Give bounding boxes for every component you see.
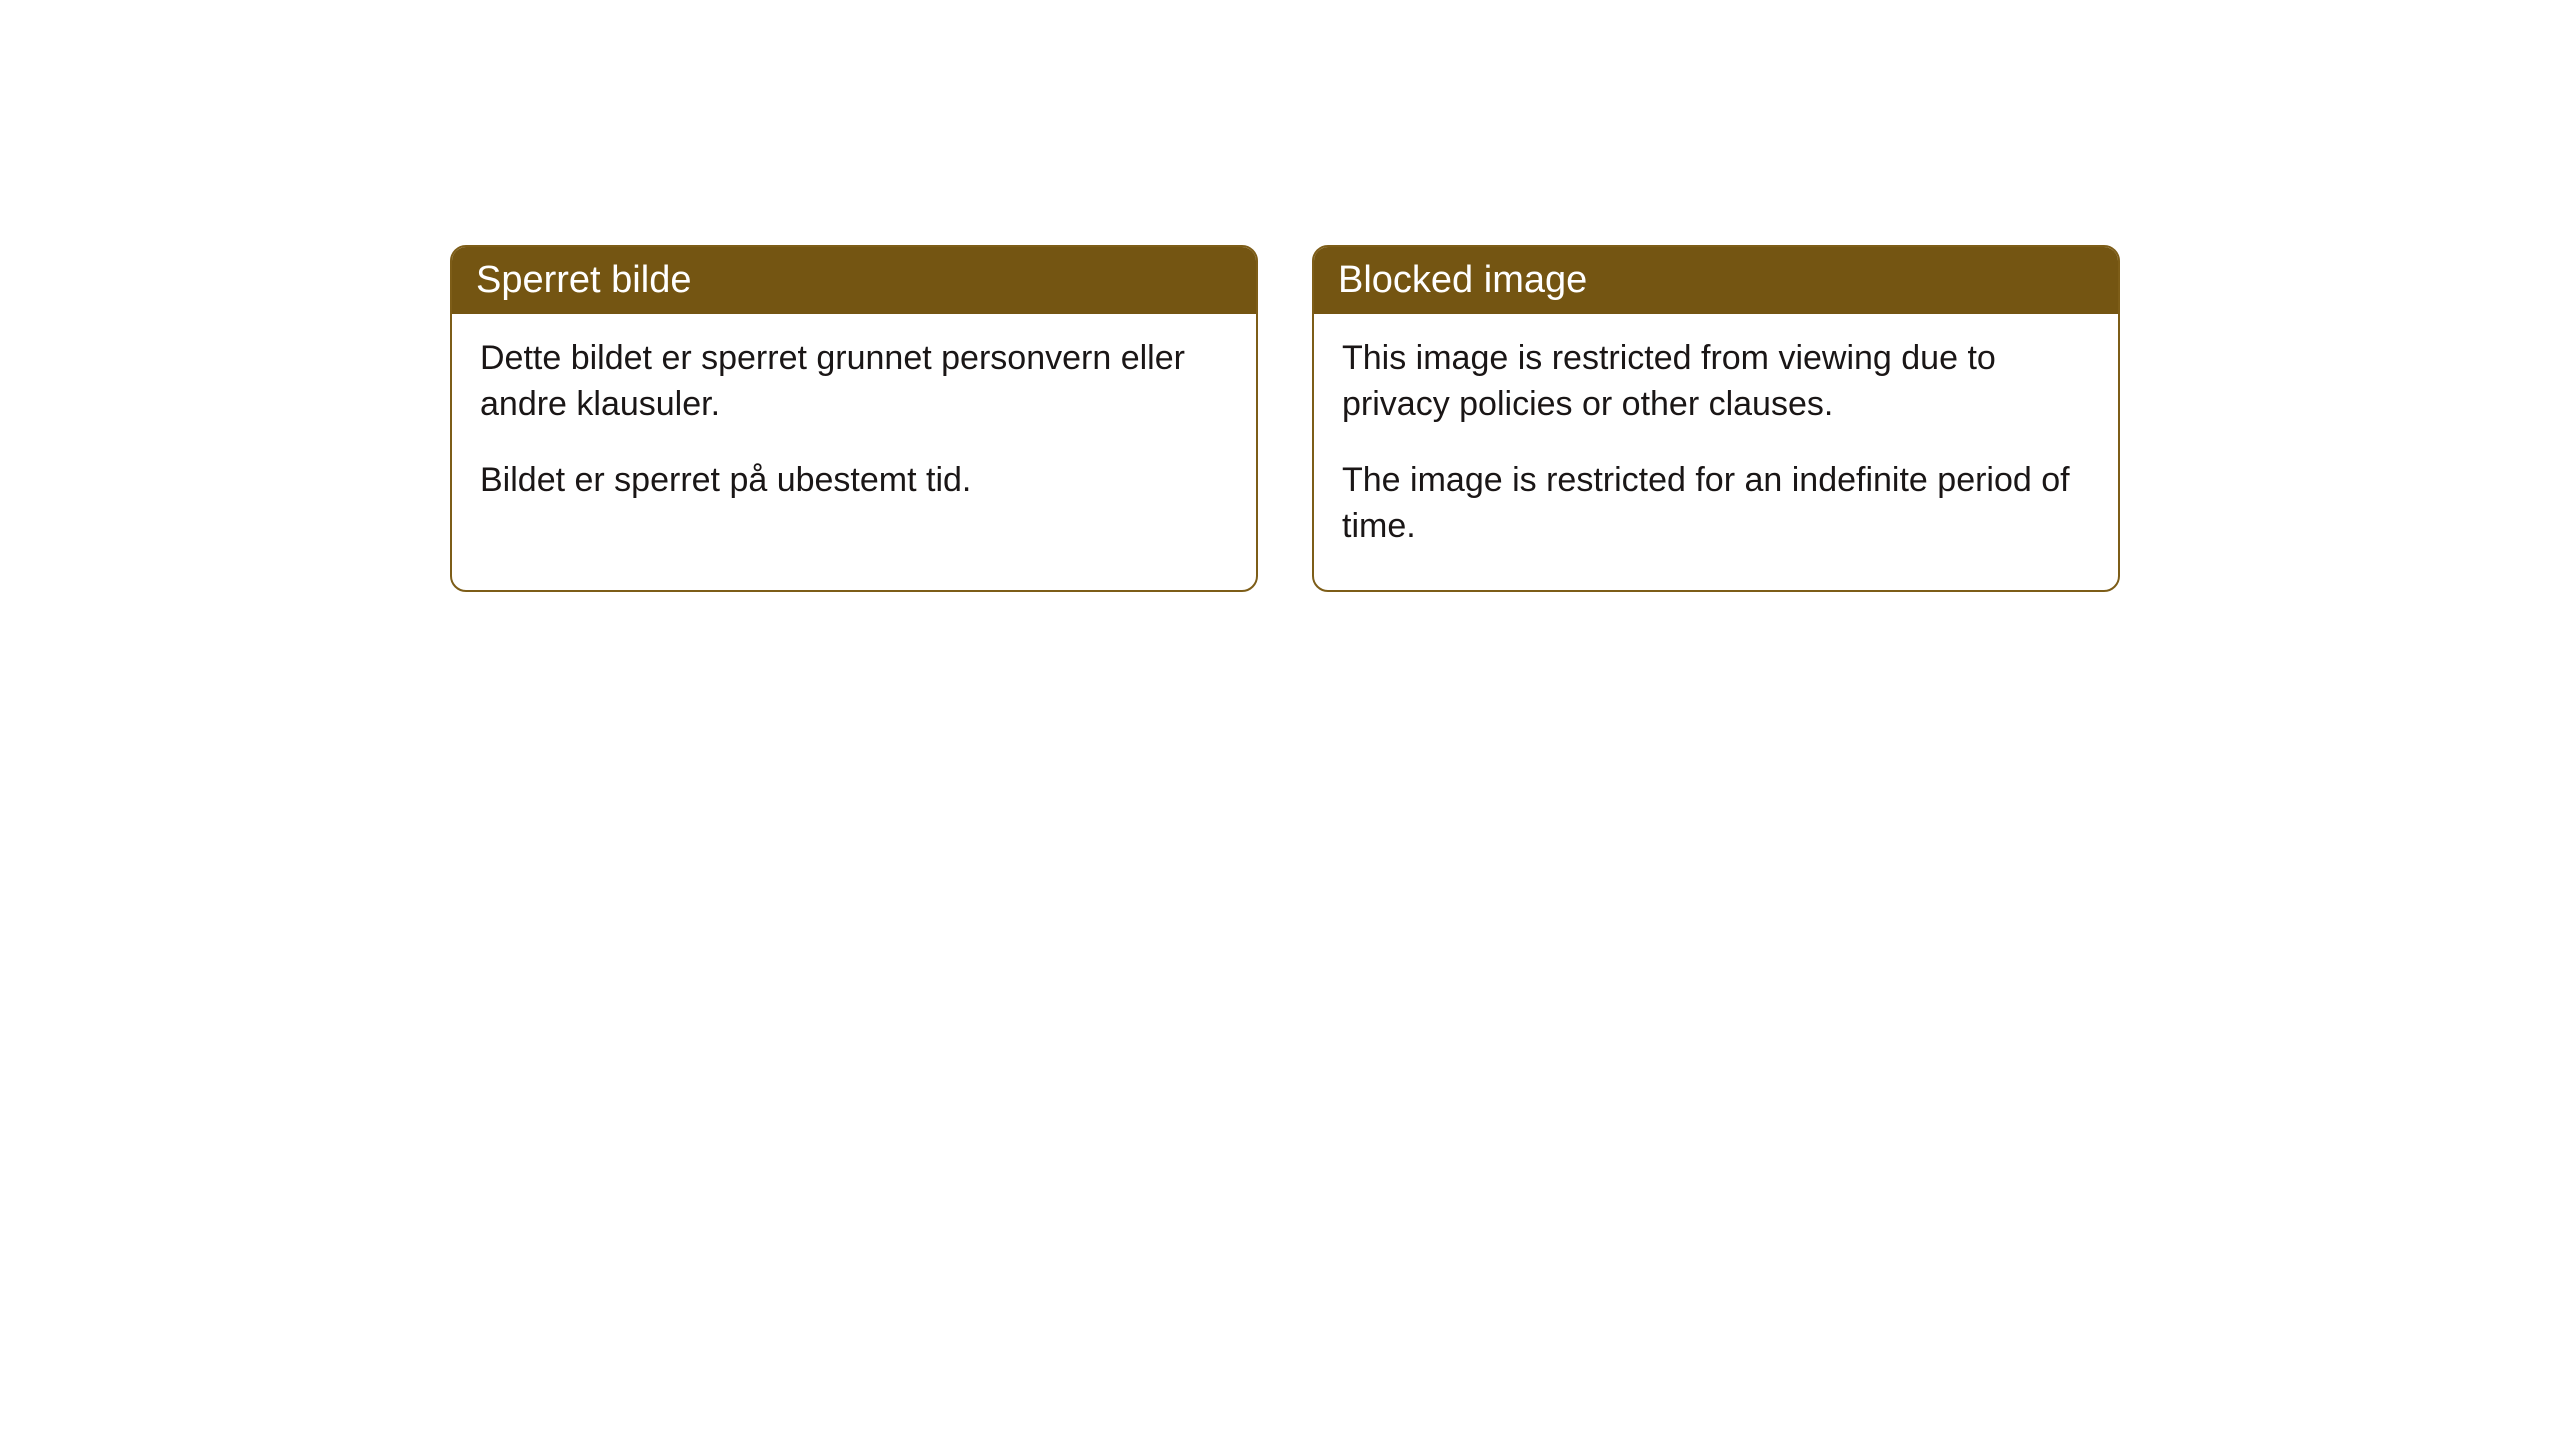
- card-header-norwegian: Sperret bilde: [452, 247, 1256, 314]
- card-header-english: Blocked image: [1314, 247, 2118, 314]
- card-paragraph: Bildet er sperret på ubestemt tid.: [480, 458, 1228, 504]
- card-paragraph: This image is restricted from viewing du…: [1342, 336, 2090, 428]
- card-body-norwegian: Dette bildet er sperret grunnet personve…: [452, 314, 1256, 544]
- card-paragraph: Dette bildet er sperret grunnet personve…: [480, 336, 1228, 428]
- card-paragraph: The image is restricted for an indefinit…: [1342, 458, 2090, 550]
- card-body-english: This image is restricted from viewing du…: [1314, 314, 2118, 590]
- card-english: Blocked image This image is restricted f…: [1312, 245, 2120, 592]
- card-norwegian: Sperret bilde Dette bildet er sperret gr…: [450, 245, 1258, 592]
- cards-container: Sperret bilde Dette bildet er sperret gr…: [450, 245, 2120, 592]
